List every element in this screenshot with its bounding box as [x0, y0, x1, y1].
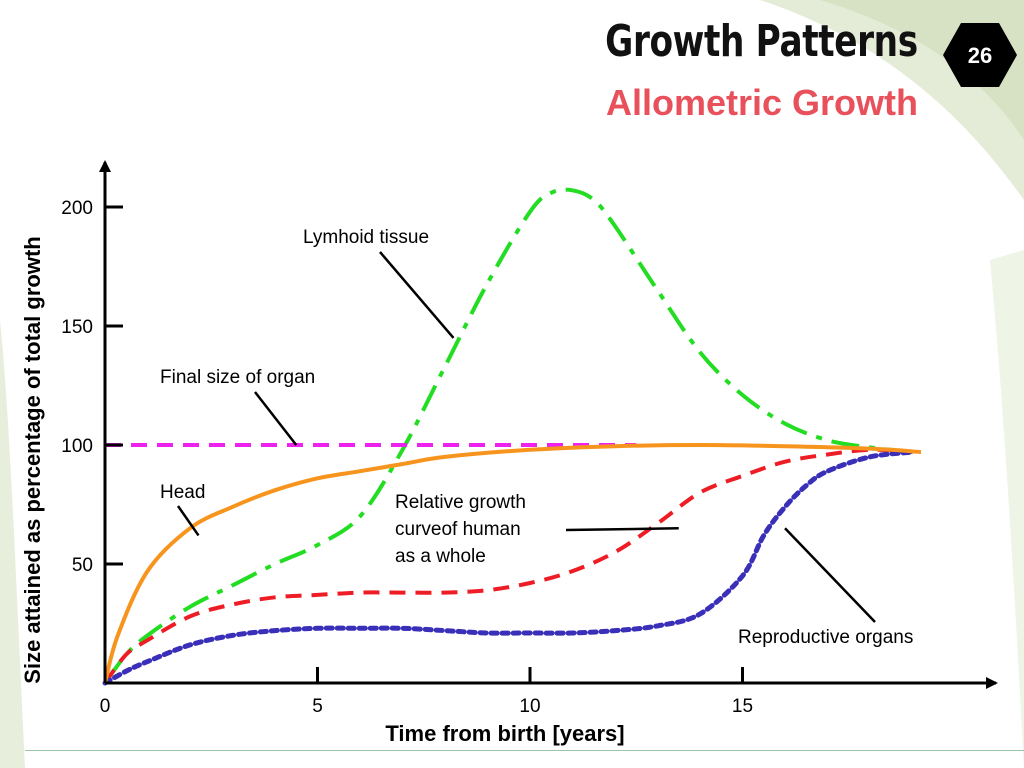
footer-divider [25, 750, 1024, 751]
annotation-label: curveof human [395, 519, 521, 540]
y-axis-label: Size attained as percentage of total gro… [20, 236, 45, 683]
y-tick-label: 200 [61, 198, 93, 219]
x-tick-label: 15 [732, 696, 753, 717]
annotations: Lymhoid tissue Final size of organ Head Rel… [160, 227, 913, 648]
annotation-pointer [254, 391, 298, 446]
badge-hexagon [943, 23, 1017, 87]
x-tick-label: 10 [519, 696, 540, 717]
axes [99, 160, 998, 689]
series-line-lymhoid-tissue [103, 187, 913, 685]
series-line-reproductive-organs [102, 449, 915, 686]
annotation-label: Relative growth [395, 492, 526, 513]
page-number-badge: 26 [943, 23, 1017, 87]
annotation-label: Final size of organ [160, 367, 315, 388]
annotation-label: Head [160, 482, 205, 503]
y-tick-label: 50 [72, 555, 93, 576]
annotation-pointer [379, 251, 455, 339]
slide-title: Growth Patterns [605, 16, 918, 67]
annotation-pointer [176, 505, 200, 537]
x-tick-label: 0 [100, 696, 111, 717]
x-tick-label: 5 [312, 696, 323, 717]
annotation-label: Reproductive organs [738, 627, 913, 648]
annotation-pointer [784, 527, 876, 623]
y-tick-label: 150 [61, 317, 93, 338]
annotation-label: as a whole [395, 546, 486, 567]
series-lines [102, 187, 922, 686]
annotation-pointer [565, 527, 679, 532]
series-line-head [103, 442, 922, 684]
slide-subtitle: Allometric Growth [605, 82, 918, 123]
x-axis-label: Time from birth [years] [385, 721, 624, 746]
axis-ticks: 50 100 150 200 0 5 10 15 [61, 198, 753, 717]
y-tick-label: 100 [61, 436, 93, 457]
annotation-label: Lymhoid tissue [303, 227, 429, 248]
page-number: 26 [968, 43, 992, 68]
series-line-relative-growth-curveof-human-as-a-whole [103, 447, 913, 685]
